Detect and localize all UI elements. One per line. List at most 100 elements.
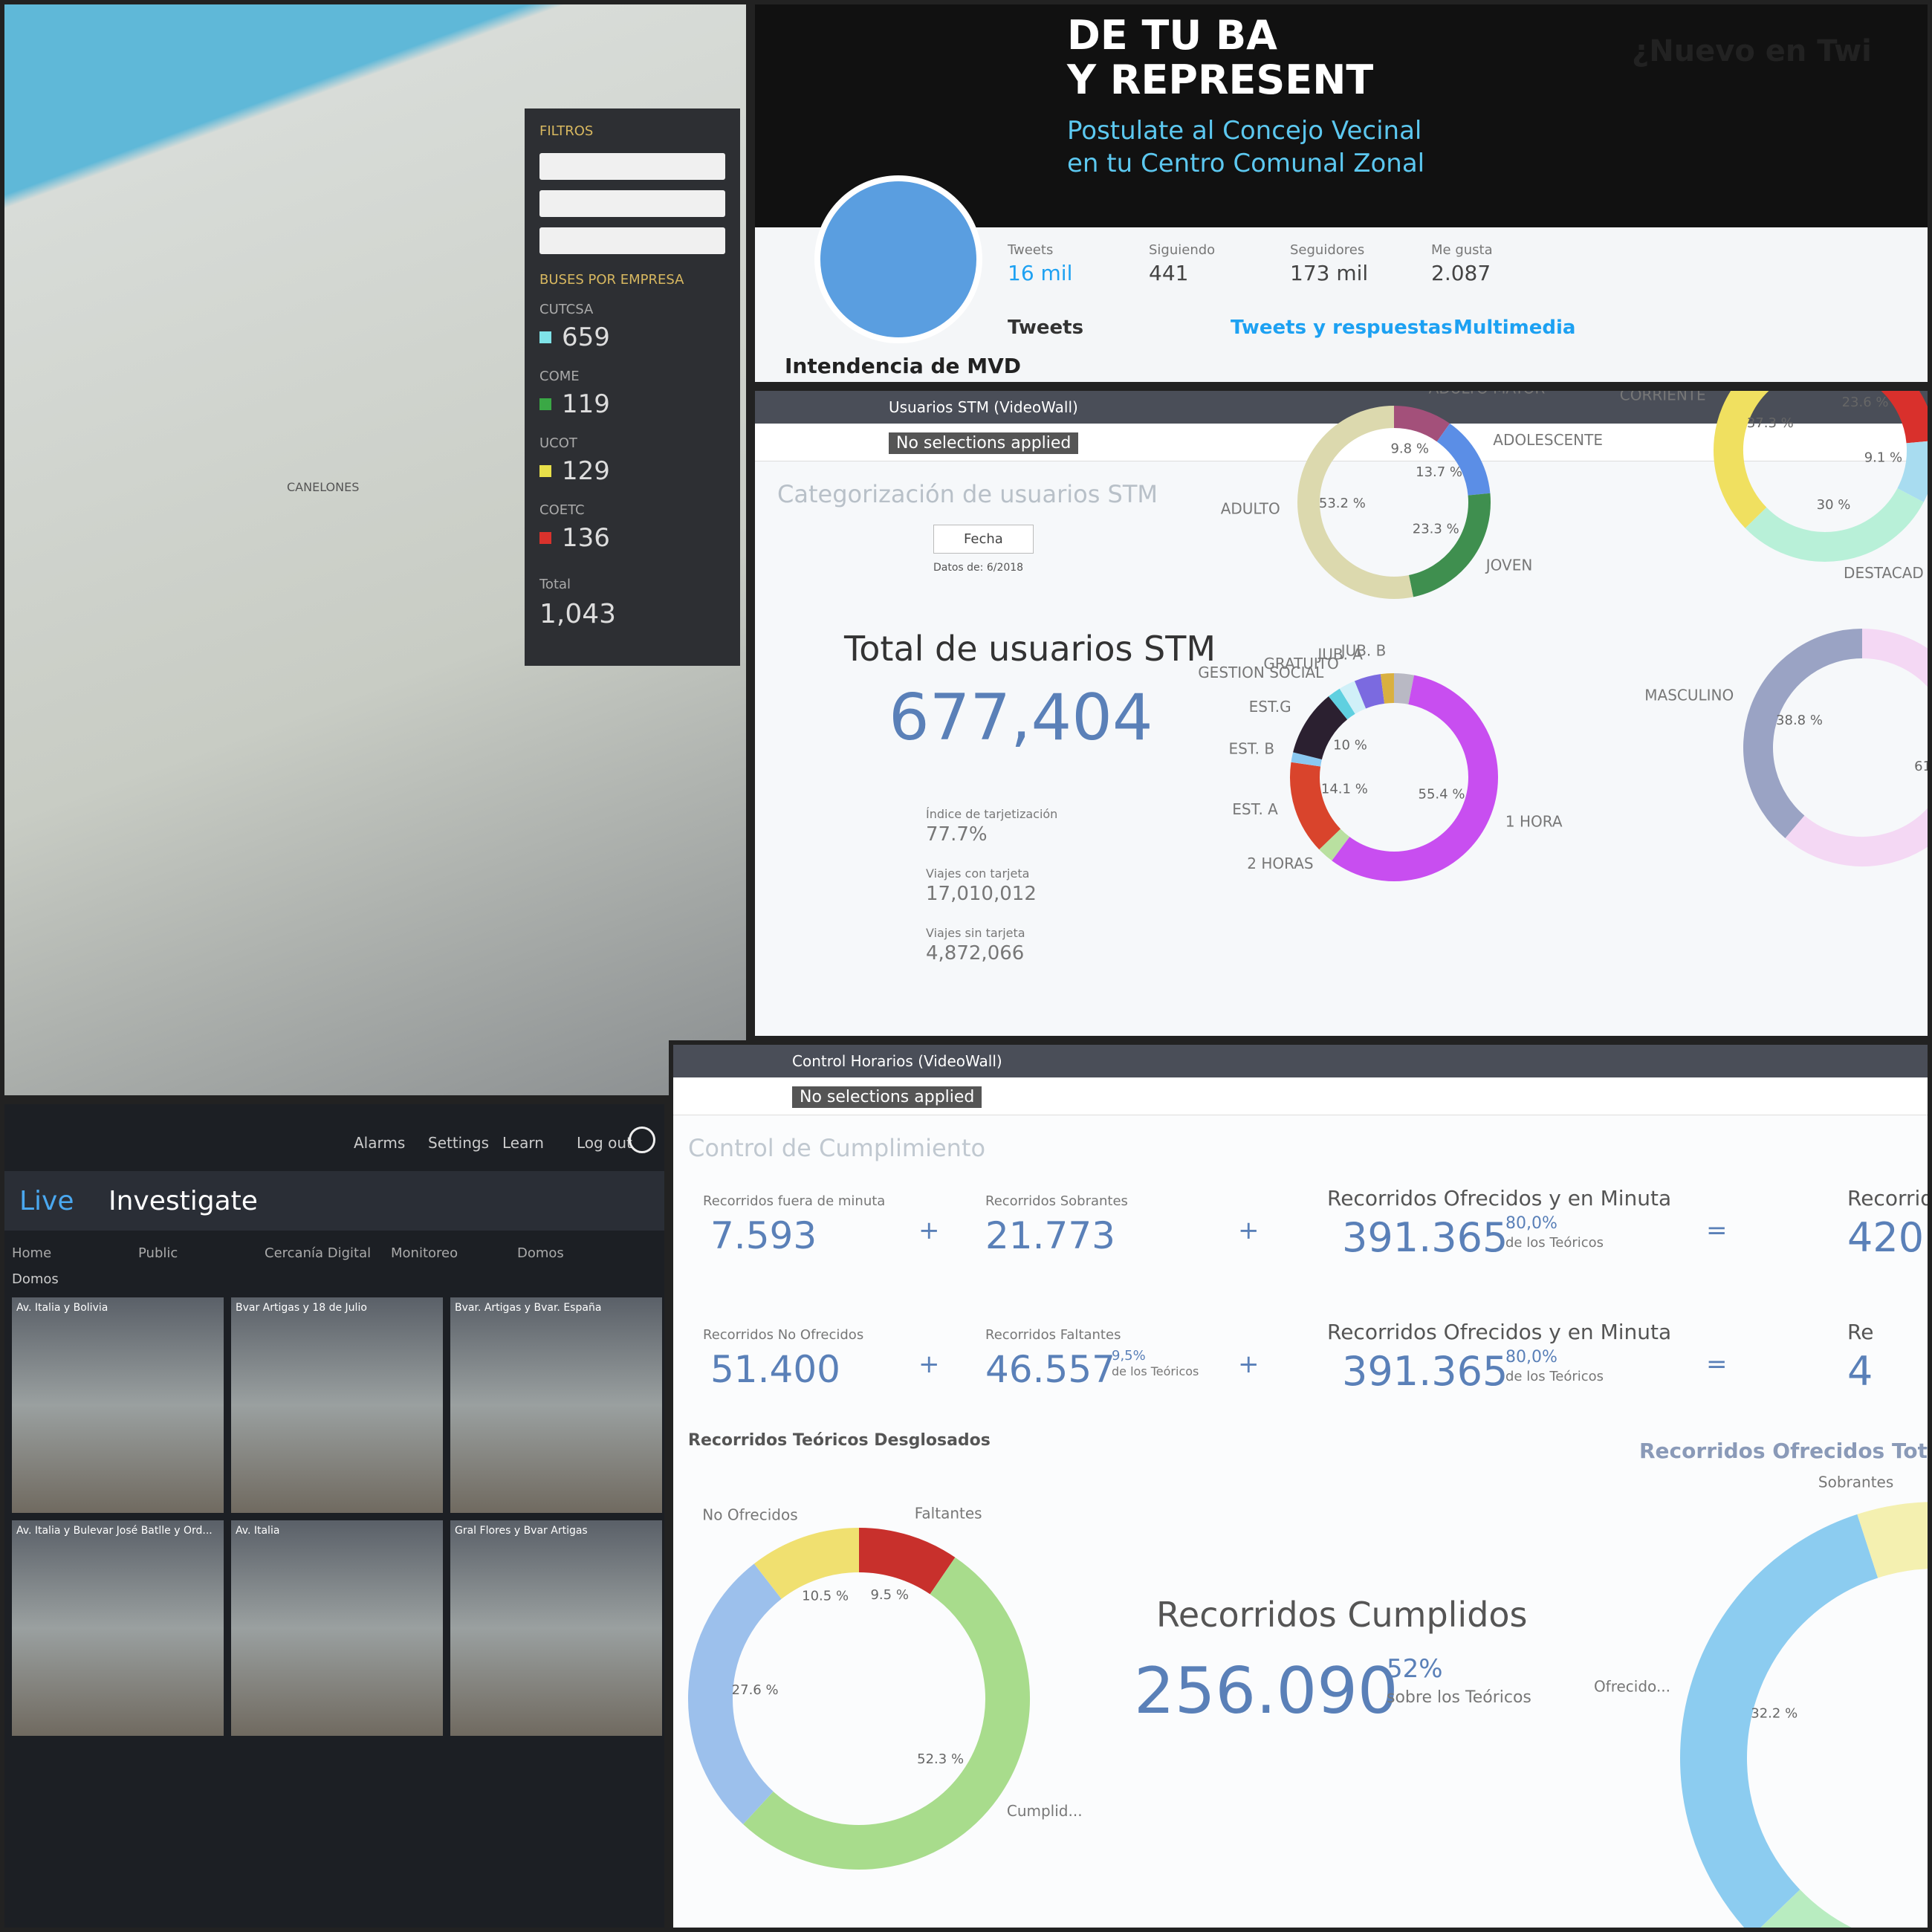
- donut-slice: [688, 1563, 782, 1825]
- group-title: Domos: [12, 1271, 59, 1287]
- slice-label: MASCULINO: [1644, 687, 1734, 704]
- slice-label: ADOLESCENTE: [1493, 431, 1603, 449]
- slice-label: ADULTO MAYOR: [1429, 386, 1546, 397]
- app-title: Control Horarios (VideoWall): [792, 1052, 1002, 1070]
- total-value: 1,043: [539, 599, 617, 629]
- donut-slice: [1680, 1514, 1878, 1928]
- slice-value-label: 10.5 %: [802, 1589, 849, 1604]
- place-label: CANELONES: [287, 480, 360, 494]
- kpi-label: Recorridos No Ofrecidos: [703, 1327, 864, 1343]
- kpi-pct: 80,0%: [1505, 1214, 1557, 1233]
- donut-slice: [1393, 406, 1450, 442]
- slice-value-label: 32.2 %: [1751, 1705, 1798, 1721]
- breadcrumb-item: Cercanía Digital: [265, 1245, 372, 1261]
- donut-slice: [1897, 441, 1928, 502]
- kpi-value: 77.7%: [926, 823, 988, 846]
- company-swatch: [539, 398, 551, 410]
- stat-value: 441: [1149, 261, 1189, 285]
- slice-label: EST. B: [1228, 739, 1274, 757]
- camera-feed: [450, 1520, 662, 1736]
- banner-subtitle: en tu Centro Comunal Zonal: [1067, 149, 1425, 178]
- slice-label: Sobrantes: [1818, 1474, 1893, 1491]
- slice-label: DESTACAD: [1844, 564, 1924, 582]
- date-note: Datos de: 6/2018: [933, 562, 1024, 574]
- breadcrumb-item: Home: [12, 1245, 52, 1261]
- mode-tab: Investigate: [108, 1186, 258, 1216]
- donut-slice: [1881, 391, 1928, 444]
- donut-slice: [1291, 752, 1322, 767]
- donut-slice: [753, 1528, 860, 1600]
- search-icon: [629, 1127, 655, 1153]
- donut-slice: [1332, 675, 1498, 881]
- slice-label: CORRIENTE: [1620, 386, 1706, 403]
- stat-label: Seguidores: [1290, 242, 1365, 258]
- kpi-value: 21.773: [985, 1214, 1115, 1257]
- done-pct: 52%: [1387, 1654, 1443, 1684]
- slice-label: JUB. A: [1316, 645, 1363, 663]
- kpi-value: 391.365: [1342, 1348, 1508, 1395]
- slice-label: Faltantes: [915, 1504, 982, 1522]
- profile-tab: Tweets: [1008, 317, 1084, 339]
- kpi-value: 4: [1847, 1348, 1873, 1395]
- slice-value-label: 9.5 %: [870, 1587, 908, 1603]
- nav-link: Settings: [428, 1134, 490, 1152]
- app-bar: [673, 1045, 1928, 1077]
- donut-slice: [1319, 829, 1350, 861]
- nav-link: Log out: [577, 1134, 632, 1152]
- operator: =: [1706, 1216, 1728, 1245]
- company-count: 136: [562, 523, 610, 553]
- camera-screen: Alarms Settings Learn Log out Live Investigat…: [0, 1100, 669, 1932]
- stat-value: 16 mil: [1008, 261, 1073, 285]
- control-screen: Control Horarios (VideoWall) No selection…: [669, 1040, 1932, 1932]
- donut-slice: [1339, 681, 1367, 714]
- kpi-label: Re: [1847, 1320, 1874, 1344]
- control-charts: 9.5 % Faltantes 52.3 % Cumplid... 27.6 % Ofre…: [688, 1474, 1928, 1928]
- slice-label: 1 HORA: [1505, 813, 1563, 831]
- kpi-label: Recorridos Ofrecidos y en Minuta: [1327, 1320, 1672, 1344]
- selections: No selections applied: [792, 1086, 982, 1108]
- breadcrumb-item: Monitoreo: [391, 1245, 458, 1261]
- donut-slice: [1297, 406, 1413, 599]
- kpi-value: 4,872,066: [926, 942, 1025, 965]
- company-count: 129: [562, 456, 610, 486]
- stat-label: Siguiendo: [1149, 242, 1216, 258]
- slice-value-label: 13.7 %: [1416, 464, 1462, 480]
- kpi-value: 420: [1847, 1214, 1925, 1261]
- twitter-screen: DE TU BA Y REPRESENT Postulate al Concejo …: [751, 0, 1932, 386]
- company-count: 659: [562, 322, 610, 352]
- slice-value-label: 53.2 %: [1319, 496, 1366, 511]
- slice-value-label: 14.1 %: [1321, 781, 1368, 797]
- company-count: 119: [562, 389, 610, 419]
- slice-label: No Ofrecidos: [702, 1506, 797, 1524]
- donut-slice: [1785, 629, 1928, 866]
- camera-feed: [231, 1520, 443, 1736]
- kpi-label: Recorridos Ofrecidos y en Minuta: [1327, 1186, 1672, 1210]
- donut-slice: [1714, 391, 1769, 528]
- donut-slice: [1380, 673, 1395, 704]
- filter-title: Filtros: [539, 123, 594, 139]
- banner-line: Y REPRESENT: [1067, 56, 1374, 103]
- kpi-label: Índice de tarjetización: [926, 807, 1058, 821]
- done-value: 256.090: [1134, 1654, 1398, 1728]
- mode-tab: Live: [19, 1186, 74, 1216]
- feed-title: Gral Flores y Bvar Artigas: [455, 1525, 588, 1537]
- filter-box: Fecha: [933, 525, 1034, 554]
- donut-slice: [1328, 688, 1355, 720]
- slice-value-label: 27.6 %: [732, 1682, 779, 1698]
- account-name: Intendencia de MVD: [785, 354, 1022, 378]
- kpi-label: Recorridos Sobrantes: [985, 1193, 1128, 1209]
- kpi-label: Viajes sin tarjeta: [926, 926, 1025, 940]
- donut-slice: [1745, 487, 1924, 562]
- kpi-value: 46.557: [985, 1348, 1115, 1391]
- kpi-pct: 80,0%: [1505, 1348, 1557, 1367]
- mode-bar: [4, 1171, 664, 1231]
- company-swatch: [539, 532, 551, 544]
- camera-feed: [12, 1520, 224, 1736]
- kpi-note: de los Teóricos: [1112, 1364, 1199, 1378]
- banner: [755, 4, 1928, 227]
- donut-slice: [1436, 423, 1491, 496]
- total-label: Total de usuarios STM: [844, 629, 1216, 669]
- donut-slice: [743, 1557, 1030, 1870]
- kpi-note: de los Teóricos: [1505, 1235, 1604, 1251]
